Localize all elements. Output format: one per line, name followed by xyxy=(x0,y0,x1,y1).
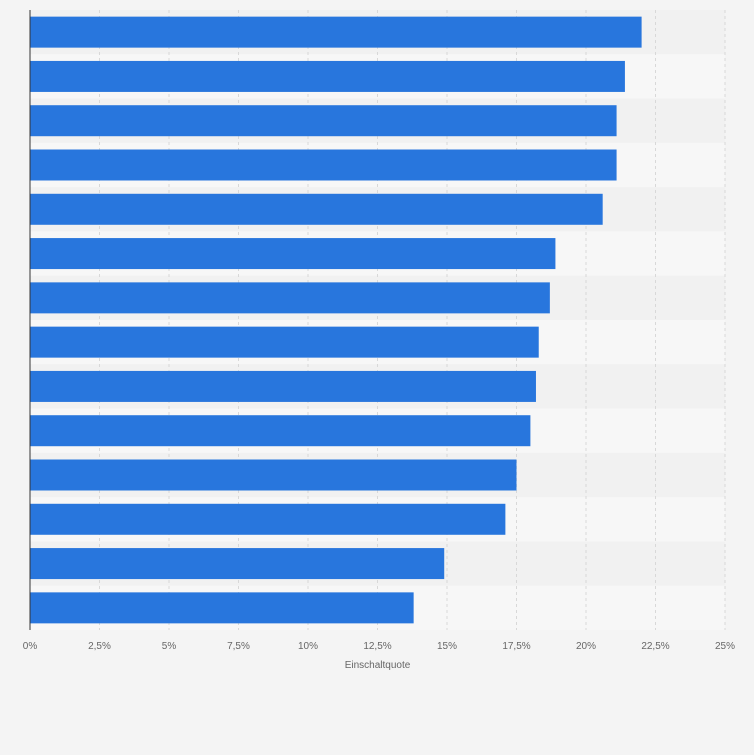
bar xyxy=(30,238,556,270)
bar xyxy=(30,282,550,314)
bar xyxy=(30,370,536,402)
x-tick-label: 7,5% xyxy=(227,641,250,652)
x-axis-title: Einschaltquote xyxy=(345,660,411,671)
x-tick-label: 17,5% xyxy=(502,641,530,652)
x-tick-label: 15% xyxy=(437,641,457,652)
bar xyxy=(30,193,603,225)
x-axis-ticks: 0% 2,5% 5% 7,5% 10% 12,5% 15% 17,5% 20% 22,5% 25% xyxy=(23,641,735,652)
x-tick-label: 25% xyxy=(715,641,735,652)
bar xyxy=(30,16,642,48)
bar xyxy=(30,105,617,137)
bar xyxy=(30,592,414,624)
x-tick-label: 10% xyxy=(298,641,318,652)
bars xyxy=(30,16,642,624)
bar xyxy=(30,503,506,535)
x-tick-label: 22,5% xyxy=(641,641,669,652)
bar xyxy=(30,415,531,447)
bar xyxy=(30,459,517,491)
x-tick-label: 12,5% xyxy=(363,641,391,652)
x-tick-label: 2,5% xyxy=(88,641,111,652)
x-tick-label: 5% xyxy=(162,641,177,652)
bar xyxy=(30,60,625,92)
bar xyxy=(30,548,445,580)
bar xyxy=(30,326,539,358)
x-tick-label: 20% xyxy=(576,641,596,652)
x-tick-label: 0% xyxy=(23,641,38,652)
bar xyxy=(30,149,617,181)
